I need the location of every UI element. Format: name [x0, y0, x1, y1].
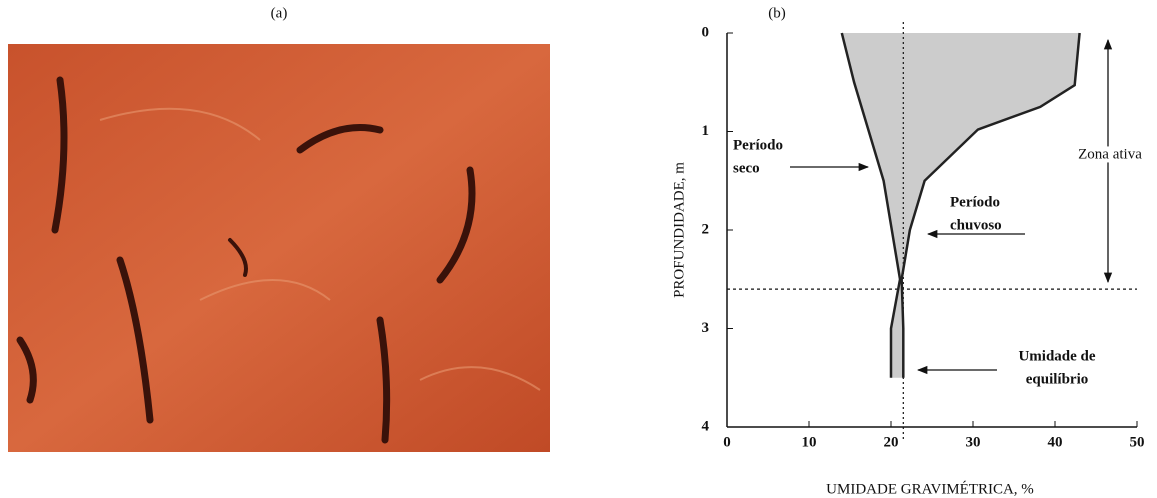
y-tick-label: 0	[702, 24, 710, 40]
x-tick-label: 10	[802, 434, 817, 450]
soil-photo	[8, 44, 550, 452]
annotation: Zona ativa	[1078, 146, 1142, 162]
panel-label: (b)	[768, 5, 786, 21]
y-tick-label: 1	[702, 123, 710, 139]
y-tick-label: 2	[702, 221, 710, 237]
y-tick-label: 3	[702, 320, 710, 336]
profile-line	[900, 32, 1081, 378]
label-bg	[1076, 146, 1145, 163]
x-tick-label: 50	[1130, 434, 1145, 450]
x-tick-label: 30	[966, 434, 981, 450]
x-axis-label: UMIDADE GRAVIMÉTRICA, %	[826, 480, 1034, 497]
x-tick-label: 0	[723, 434, 731, 450]
x-tick-label: 20	[884, 434, 899, 450]
annotation: Umidade de	[1018, 348, 1095, 364]
y-axis-label: PROFUNDIDADE, m	[671, 162, 687, 298]
y-tick-label: 4	[702, 418, 710, 434]
annotation: Período	[950, 194, 1000, 210]
annotation: equilíbrio	[1026, 371, 1089, 387]
profile-line	[840, 32, 902, 378]
annotation: Período	[733, 137, 783, 153]
annotation: chuvoso	[950, 217, 1002, 233]
x-tick-label: 40	[1048, 434, 1063, 450]
annotation: seco	[733, 160, 760, 176]
panel-label: (a)	[271, 5, 288, 21]
